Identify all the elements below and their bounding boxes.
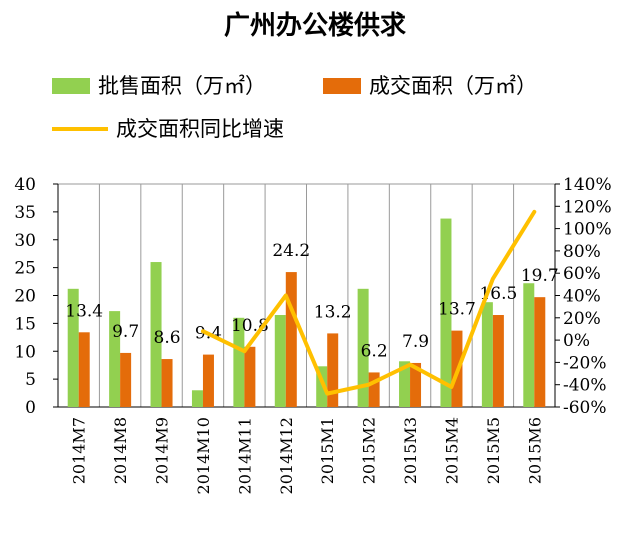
x-tick-label: 2015M2	[360, 417, 379, 484]
bar	[440, 218, 452, 407]
x-tick-label: 2014M7	[70, 417, 89, 484]
y-right-tick-label: 80%	[563, 242, 601, 262]
x-tick-label: 2015M5	[484, 417, 503, 484]
bar	[534, 297, 546, 407]
y-right-tick-label: 120%	[563, 197, 612, 217]
bar	[368, 372, 380, 407]
data-label: 9.7	[112, 322, 139, 342]
bar	[410, 362, 422, 407]
y-right-tick-label: 60%	[563, 264, 601, 284]
y-left-tick-label: 30	[14, 231, 36, 251]
y-right-tick-label: 40%	[563, 287, 601, 307]
y-right-tick-label: 0%	[563, 331, 590, 351]
legend-swatch	[323, 78, 361, 94]
y-right-tick-label: 100%	[563, 220, 612, 240]
data-label: 19.7	[521, 266, 559, 286]
bar	[481, 302, 493, 407]
growth-line	[200, 209, 537, 396]
data-label: 7.9	[402, 332, 429, 352]
legend-swatch	[52, 78, 90, 94]
bar	[274, 315, 286, 407]
y-left-tick-label: 40	[14, 175, 36, 195]
bar	[492, 315, 504, 407]
x-tick-label: 2015M3	[401, 417, 420, 484]
bar	[202, 354, 214, 407]
legend-line-swatch	[52, 127, 108, 131]
x-tick-label: 2015M4	[442, 417, 461, 484]
bar	[120, 352, 132, 407]
bar	[357, 288, 369, 407]
y-right-tick-label: 20%	[563, 309, 601, 329]
bar	[523, 283, 535, 407]
bar	[191, 390, 203, 407]
bar	[285, 272, 297, 407]
x-tick-label: 2014M9	[153, 417, 172, 484]
plot-area: 0510152025303540-60%-40%-20%0%20%40%60%8…	[14, 175, 611, 494]
x-tick-label: 2014M11	[235, 417, 254, 494]
x-tick-label: 2014M8	[111, 417, 130, 484]
legend: 批售面积（万㎡） 成交面积（万㎡） 成交面积同比增速	[52, 74, 537, 141]
y-right-tick-label: -40%	[563, 376, 607, 396]
x-tick-label: 2014M12	[277, 417, 296, 494]
x-tick-label: 2015M1	[318, 417, 337, 484]
y-right-tick-label: -60%	[563, 398, 607, 418]
bar	[161, 359, 173, 407]
y-left-tick-label: 15	[14, 314, 36, 334]
data-label: 8.6	[154, 328, 181, 348]
y-left-tick-label: 35	[14, 203, 36, 223]
y-right-tick-label: -20%	[563, 353, 607, 373]
x-tick-label: 2014M10	[194, 417, 213, 494]
legend-label: 成交面积同比增速	[116, 117, 284, 141]
y-left-tick-label: 20	[14, 287, 36, 307]
y-left-tick-label: 10	[14, 342, 36, 362]
legend-label: 成交面积（万㎡）	[369, 74, 537, 98]
bar	[244, 346, 256, 407]
bar	[399, 361, 411, 407]
data-label: 13.2	[314, 302, 352, 322]
bar	[327, 333, 339, 407]
data-label: 6.2	[361, 341, 388, 361]
y-left-tick-label: 25	[14, 259, 36, 279]
bar	[78, 332, 90, 407]
bar	[233, 317, 245, 407]
y-right-tick-label: 140%	[563, 175, 612, 195]
legend-label: 批售面积（万㎡）	[98, 74, 266, 98]
data-label: 13.4	[65, 301, 103, 321]
bar	[109, 311, 121, 407]
bar	[67, 288, 79, 407]
chart-title: 广州办公楼供求	[224, 11, 406, 41]
y-left-tick-label: 5	[25, 370, 36, 390]
bar	[150, 262, 162, 407]
y-left-tick-label: 0	[25, 398, 36, 418]
x-tick-label: 2015M6	[525, 417, 544, 484]
bar	[316, 366, 328, 407]
data-label: 13.7	[438, 300, 476, 320]
data-label: 24.2	[272, 241, 310, 261]
